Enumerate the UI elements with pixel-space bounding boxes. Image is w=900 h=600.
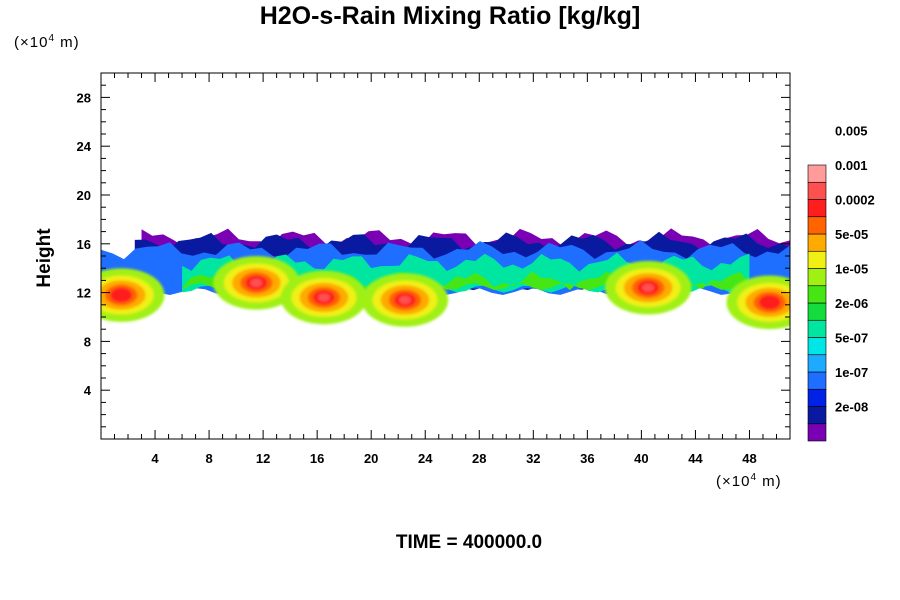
convective-cell [758, 295, 781, 310]
x-tick-label: 16 [310, 451, 324, 466]
y-axis-label: Height [34, 228, 55, 288]
x-tick-label: 28 [472, 451, 486, 466]
y-tick-label: 28 [77, 90, 91, 105]
colorbar-swatch [807, 233, 827, 252]
x-tick-label: 36 [580, 451, 594, 466]
time-label: TIME = 400000.0 [395, 532, 543, 553]
y-tick-label: 8 [84, 334, 91, 349]
colorbar-swatch [807, 319, 827, 338]
y-tick-label: 12 [77, 286, 91, 301]
y-unit-tail: m) [55, 34, 80, 51]
colorbar-label: 0.001 [835, 158, 868, 173]
y-unit-label: (×104 m) [14, 33, 80, 51]
convective-cell [642, 283, 655, 292]
colorbar-swatch [807, 354, 827, 373]
colorbar-swatch [807, 164, 827, 183]
colorbar-swatch [807, 250, 827, 269]
colorbar-swatch [807, 181, 827, 200]
colorbar-label: 1e-07 [835, 365, 868, 380]
colorbar-label: 0.0002 [835, 193, 875, 208]
colorbar-label: 5e-05 [835, 227, 868, 242]
colorbar: 2e-08 1e-07 5e-07 2e-06 1e-05 5e-05 0.0002 0.00… [807, 124, 875, 442]
colorbar-swatch [807, 302, 827, 321]
colorbar-swatch [807, 423, 827, 442]
colorbar-label: 5e-07 [835, 331, 868, 346]
colorbar-label: 2e-06 [835, 296, 868, 311]
x-unit-base: (×10 [716, 473, 751, 490]
y-unit-exp: 4 [48, 33, 56, 44]
x-tick-label: 24 [418, 451, 433, 466]
colorbar-swatch [807, 337, 827, 356]
colorbar-label: 2e-08 [835, 400, 868, 415]
y-tick-label: 20 [77, 188, 91, 203]
colorbar-swatch [807, 285, 827, 304]
colorbar-label: 1e-05 [835, 262, 868, 277]
x-tick-label: 48 [742, 451, 756, 466]
convective-cell [317, 293, 330, 302]
x-tick-label: 40 [634, 451, 648, 466]
y-tick-label: 24 [77, 139, 92, 154]
x-tick-label: 12 [256, 451, 270, 466]
convective-cell [250, 278, 263, 288]
mixing-ratio-field [101, 228, 790, 330]
y-unit-base: (×10 [14, 34, 49, 51]
convective-cell [398, 295, 412, 305]
x-tick-label: 8 [205, 451, 212, 466]
x-unit-label: (×104 m) [716, 472, 782, 490]
colorbar-swatch [807, 216, 827, 235]
y-axis: 4 8 12 16 20 24 28 [77, 84, 790, 428]
chart-title: H2O-s-Rain Mixing Ratio [kg/kg] [259, 2, 641, 30]
convective-cell [110, 287, 133, 303]
colorbar-swatch [807, 371, 827, 390]
colorbar-swatch [807, 199, 827, 218]
y-tick-label: 4 [84, 383, 92, 398]
x-unit-tail: m) [757, 473, 782, 490]
x-tick-label: 20 [364, 451, 378, 466]
x-unit-exp: 4 [750, 472, 758, 483]
x-axis: 4 8 12 16 20 24 28 32 36 40 44 48 [114, 73, 777, 466]
colorbar-swatch [807, 388, 827, 407]
y-tick-label: 16 [77, 237, 91, 252]
colorbar-swatch [807, 268, 827, 287]
x-tick-label: 44 [688, 451, 703, 466]
colorbar-label: 0.005 [835, 124, 868, 139]
x-tick-label: 4 [151, 451, 159, 466]
convective-cells [101, 256, 790, 330]
x-tick-label: 32 [526, 451, 540, 466]
colorbar-swatch [807, 406, 827, 425]
